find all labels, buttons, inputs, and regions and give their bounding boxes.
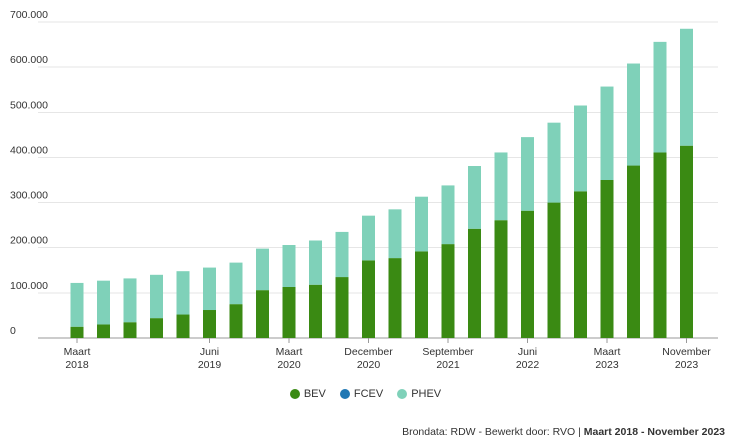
bar-phev xyxy=(415,196,428,252)
x-tick-label: Maart xyxy=(64,346,91,358)
y-tick-label: 500.000 xyxy=(10,99,48,111)
x-tick-label: Juni xyxy=(200,346,219,358)
y-tick-label: 200.000 xyxy=(10,235,48,247)
bar-bev xyxy=(441,244,455,338)
legend-item-bev[interactable]: BEV xyxy=(289,388,326,400)
x-axis-labels: Maart2018Juni2019Maart2020December2020Se… xyxy=(64,338,711,371)
x-tick-label: November xyxy=(662,346,711,358)
stacked-bar-chart: 0 100.000 200.000 300.000 400.000 500.000 600.… xyxy=(10,9,718,371)
x-tick-label: 2020 xyxy=(277,359,301,371)
bar-bev xyxy=(653,152,667,338)
bar-phev xyxy=(256,248,269,291)
x-tick-label: Juni xyxy=(518,346,537,358)
bar-bev xyxy=(97,324,110,338)
legend-item-fcev[interactable]: FCEV xyxy=(339,388,384,400)
bar-bev xyxy=(229,304,243,338)
phev-legend-icon xyxy=(397,389,408,399)
bar-phev xyxy=(282,245,296,287)
bars xyxy=(70,28,693,338)
bev-legend-icon xyxy=(289,389,300,399)
bar-phev xyxy=(229,262,243,305)
bar-phev xyxy=(600,86,614,180)
bar-bev xyxy=(362,260,375,338)
bar-phev xyxy=(627,63,640,166)
bar-bev xyxy=(494,220,508,338)
source-text: Brondata: RDW - Bewerkt door: RVO | xyxy=(402,426,584,438)
source-period: Maart 2018 - November 2023 xyxy=(583,426,725,438)
y-tick-label: 100.000 xyxy=(10,280,48,292)
bar-bev xyxy=(388,258,402,338)
x-tick-label: 2023 xyxy=(675,359,699,371)
bar-bev xyxy=(203,310,216,338)
legend-item-phev[interactable]: PHEV xyxy=(397,388,441,400)
x-tick-label: 2019 xyxy=(198,359,222,371)
legend-label-fcev: FCEV xyxy=(353,388,384,400)
bar-phev xyxy=(70,282,84,327)
y-tick-label: 600.000 xyxy=(10,54,48,66)
y-tick-label: 700.000 xyxy=(10,9,48,21)
x-tick-label: September xyxy=(422,346,474,358)
bar-phev xyxy=(97,280,110,325)
bar-bev xyxy=(521,210,534,338)
source-note: Brondata: RDW - Bewerkt door: RVO | Maar… xyxy=(402,426,725,438)
bar-phev xyxy=(653,41,667,153)
bar-bev xyxy=(415,251,428,338)
bar-bev xyxy=(574,191,587,338)
bar-bev xyxy=(547,202,561,338)
x-tick-label: 2021 xyxy=(436,359,460,371)
bar-phev xyxy=(388,209,402,259)
legend: BEV FCEV PHEV xyxy=(0,388,731,400)
x-tick-label: Maart xyxy=(276,346,303,358)
bar-bev xyxy=(468,228,481,338)
bar-phev xyxy=(309,240,322,285)
y-tick-label: 300.000 xyxy=(10,190,48,202)
x-tick-label: 2020 xyxy=(357,359,381,371)
x-tick-label: December xyxy=(344,346,393,358)
bar-phev xyxy=(335,231,349,278)
bar-bev xyxy=(282,286,296,338)
bar-phev xyxy=(468,166,481,229)
bar-phev xyxy=(123,278,137,323)
bar-bev xyxy=(150,318,163,338)
x-tick-label: Maart xyxy=(594,346,621,358)
bar-phev xyxy=(176,271,190,315)
bar-phev xyxy=(680,28,693,146)
x-tick-label: 2018 xyxy=(65,359,89,371)
bar-phev xyxy=(203,267,216,311)
bar-bev xyxy=(70,326,84,338)
x-tick-label: 2023 xyxy=(595,359,619,371)
legend-label-phev: PHEV xyxy=(411,388,442,400)
bar-phev xyxy=(547,122,561,203)
legend-label-bev: BEV xyxy=(303,388,326,400)
bar-bev xyxy=(176,314,190,338)
bar-bev xyxy=(600,180,614,338)
y-axis-labels: 0 100.000 200.000 300.000 400.000 500.000 600.… xyxy=(10,9,48,337)
bar-bev xyxy=(335,277,349,338)
bar-bev xyxy=(123,322,137,338)
bar-phev xyxy=(574,105,587,192)
y-tick-label: 400.000 xyxy=(10,144,48,156)
fcev-legend-icon xyxy=(339,389,350,399)
gridlines xyxy=(38,21,718,339)
bar-phev xyxy=(441,185,455,245)
bar-bev xyxy=(256,290,269,338)
bar-phev xyxy=(494,152,508,221)
bar-phev xyxy=(150,274,163,319)
bar-bev xyxy=(627,165,640,338)
bar-bev xyxy=(309,284,322,338)
bar-phev xyxy=(362,215,375,261)
y-tick-label: 0 xyxy=(10,325,16,337)
bar-bev xyxy=(680,145,693,338)
bar-phev xyxy=(521,137,534,211)
x-tick-label: 2022 xyxy=(516,359,540,371)
